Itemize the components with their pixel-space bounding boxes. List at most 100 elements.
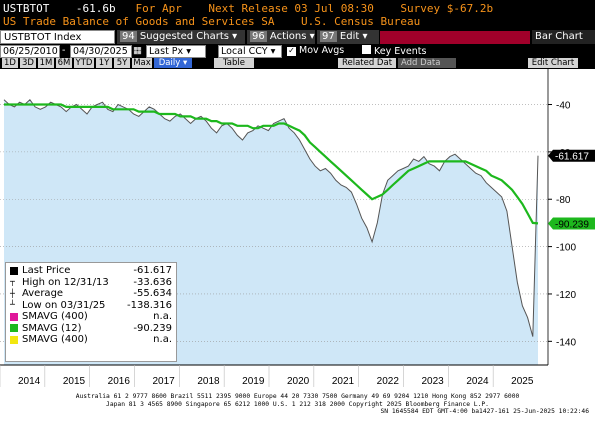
x-tick-label: 2024	[466, 376, 489, 387]
right-axis-bg	[548, 69, 595, 397]
legend-label: High on 12/31/13	[22, 276, 109, 288]
start-date: 06/25/2010	[3, 46, 58, 57]
period-1d[interactable]: 1D	[2, 58, 18, 68]
calendar-icon[interactable]: ▦	[133, 45, 142, 56]
y-tick-label: -120	[556, 290, 576, 301]
x-tick-label: 2018	[197, 376, 220, 387]
legend-value: -138.316	[127, 299, 172, 311]
actions-button[interactable]: 96 Actions ▾	[247, 30, 315, 44]
key-events-toggle[interactable]: Key Events	[362, 45, 442, 58]
x-tick-label: 2016	[108, 376, 131, 387]
y-tick-label: -100	[556, 243, 576, 254]
chart: -40-60-80-100-120-140-61.617-90.23920142…	[0, 69, 595, 397]
x-tick-label: 2017	[153, 376, 176, 387]
add-data-input[interactable]: Add Data	[398, 58, 456, 68]
legend-label: Average	[22, 288, 64, 300]
sma-12-line	[4, 103, 539, 225]
legend-label: SMAVG (400)	[22, 311, 88, 323]
edit-chart-button[interactable]: Edit Chart	[528, 58, 578, 68]
last-price-marker-bg	[548, 149, 595, 162]
suggested-label: Suggested Charts	[139, 31, 229, 42]
legend-value: -90.239	[133, 322, 172, 334]
y-tick-label: -140	[556, 337, 576, 348]
period-1m[interactable]: 1M	[38, 58, 54, 68]
period-6m[interactable]: 6M	[56, 58, 72, 68]
sma-marker: -90.239	[555, 219, 589, 230]
key-events-checkbox[interactable]	[362, 45, 371, 54]
actions-label: Actions	[269, 31, 307, 42]
x-tick-label: 2021	[332, 376, 355, 387]
date-separator: -	[62, 45, 66, 56]
next-release: Next Release 03 Jul 08:30	[208, 2, 374, 15]
period-1y[interactable]: 1Y	[96, 58, 112, 68]
x-tick-label: 2023	[422, 376, 445, 387]
period-frequency-select[interactable]: Daily ▾	[154, 58, 192, 68]
footer-line-2: Japan 81 3 4565 8900 Singapore 65 6212 1…	[106, 400, 489, 408]
table-button[interactable]: Table	[214, 58, 254, 68]
x-tick-label: 2025	[511, 376, 534, 387]
footer-line-1: Australia 61 2 9777 8600 Brazil 5511 239…	[75, 393, 520, 400]
legend-label: Last Price	[22, 265, 71, 277]
period-5y[interactable]: 5Y	[114, 58, 130, 68]
legend-swatch	[10, 266, 18, 275]
last-value: -61.6b	[75, 2, 116, 15]
period-3d[interactable]: 3D	[20, 58, 36, 68]
legend-swatch: ┬	[10, 277, 15, 287]
period-max[interactable]: Max	[132, 58, 152, 68]
legend-value: n.a.	[153, 334, 172, 346]
actions-num: 96	[250, 31, 267, 42]
last-price-marker: -61.617	[555, 152, 589, 163]
legend-row: SMAVG (400) n.a.	[10, 311, 172, 323]
chart-type-label: Bar Chart	[535, 31, 583, 42]
legend-row: Last Price -61.617	[10, 265, 172, 277]
ccy: Local CCY	[221, 46, 268, 57]
legend-row: ┬ High on 12/31/13 -33.636	[10, 277, 172, 289]
security-label: USTBTOT Index	[4, 32, 82, 43]
period-ytd[interactable]: YTD	[74, 58, 94, 68]
source: U.S. Census Bureau	[301, 15, 421, 28]
edit-num: 97	[320, 31, 337, 42]
ticker: USTBTOT	[3, 2, 50, 15]
legend-swatch: ┼	[10, 288, 15, 298]
chart-type-button[interactable]: Bar Chart	[532, 30, 595, 44]
ccy-select[interactable]: Local CCY ▾	[218, 45, 282, 58]
footer-line-3: SN 1645584 EDT GMT-4:00 ba1427-161 25-Ju…	[380, 408, 589, 415]
security-title: US Trade Balance of Goods and Services S…	[3, 15, 275, 28]
toolbar-red-bar	[380, 31, 530, 44]
mov-avgs-label: Mov Avgs	[299, 45, 345, 56]
sma-marker-bg	[548, 217, 595, 230]
end-date: 04/30/2025	[73, 46, 128, 57]
legend-row: SMAVG (400) n.a.	[10, 334, 172, 346]
legend-value: -61.617	[133, 265, 172, 277]
y-tick-label: -80	[556, 195, 571, 206]
legend-swatch: ┴	[10, 300, 15, 310]
legend-row: ┼ Average -55.634	[10, 288, 172, 300]
period-bar: 1D 3D 1M 6M YTD 1Y 5Y Max Daily ▾ Table Related Da…	[0, 58, 595, 69]
mov-avgs-checkbox[interactable]: ✓	[287, 46, 296, 56]
legend-label: SMAVG (400)	[22, 334, 88, 346]
x-tick-label: 2020	[287, 376, 310, 387]
end-date-field[interactable]: 04/30/2025	[70, 45, 132, 58]
last-px: Last Px	[149, 46, 184, 57]
suggested-charts-button[interactable]: 94 Suggested Charts ▾	[117, 30, 245, 44]
legend-value: -33.636	[133, 276, 172, 288]
legend: Last Price -61.617 ┬ High on 12/31/13 -33.63…	[5, 262, 177, 362]
x-tick-label: 2019	[242, 376, 265, 387]
header-line-2: US Trade Balance of Goods and Services S…	[3, 15, 420, 28]
security-field[interactable]: USTBTOT Index	[0, 30, 115, 44]
edit-button[interactable]: 97 Edit ▾	[317, 30, 379, 44]
legend-value: -55.634	[133, 288, 172, 300]
survey: Survey $-67.2b	[400, 2, 494, 15]
edit-label: Edit	[339, 31, 360, 42]
legend-swatch	[10, 324, 18, 333]
legend-row: SMAVG (12) -90.239	[10, 323, 172, 335]
legend-value: n.a.	[153, 311, 172, 323]
related-data-button[interactable]: Related Dat	[338, 58, 396, 68]
legend-swatch	[10, 335, 18, 344]
start-date-field[interactable]: 06/25/2010	[0, 45, 60, 58]
x-tick-label: 2015	[63, 376, 86, 387]
last-px-select[interactable]: Last Px ▾	[146, 45, 206, 58]
mov-avgs-toggle[interactable]: ✓ Mov Avgs	[287, 45, 357, 58]
x-tick-label: 2022	[377, 376, 400, 387]
footer: Australia 61 2 9777 8600 Brazil 5511 239…	[0, 392, 595, 428]
